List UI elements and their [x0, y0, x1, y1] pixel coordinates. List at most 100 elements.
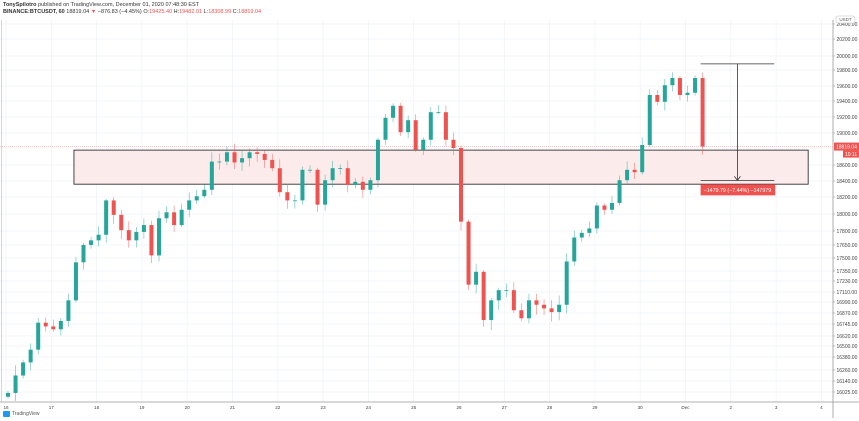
- candle-body: [443, 112, 448, 140]
- candle-body: [700, 78, 705, 147]
- price-tick-label: 16870.00: [837, 311, 858, 317]
- tradingview-logo[interactable]: TradingView: [3, 411, 40, 417]
- candle-body: [89, 240, 94, 245]
- candle-body: [534, 300, 539, 305]
- candle-body: [640, 145, 645, 173]
- candle-body: [36, 322, 41, 350]
- candle-body: [617, 180, 622, 203]
- candle-body: [255, 152, 260, 154]
- candle-body: [81, 245, 86, 263]
- candle-body: [292, 200, 297, 202]
- arrow-down-icon: [734, 176, 741, 182]
- close-label: C:: [232, 9, 239, 15]
- candle-body: [413, 120, 418, 150]
- countdown-text: 10:11: [845, 152, 857, 158]
- candle-body: [466, 221, 471, 285]
- high-label: H:: [173, 9, 180, 15]
- time-tick-label: 23: [321, 405, 327, 410]
- price-tick-label: 18600.00: [837, 163, 858, 169]
- measure-label-bg: [700, 184, 776, 196]
- candle-body: [164, 212, 169, 219]
- candle-body: [428, 112, 433, 140]
- open-label: O:: [143, 9, 150, 15]
- candle-body: [240, 158, 245, 163]
- price-tick-label: 20400.00: [837, 22, 858, 28]
- candle-body: [391, 105, 396, 118]
- price-tick-label: 18400.00: [837, 179, 858, 185]
- candle-body: [685, 92, 690, 95]
- price-tick-label: 16380.00: [837, 355, 858, 361]
- candle-body: [632, 169, 637, 173]
- candle-body: [141, 225, 146, 232]
- time-tick-label: 4: [820, 405, 823, 410]
- tradingview-logo-icon: [3, 411, 10, 417]
- close-value: 18819.04: [238, 9, 262, 15]
- candle-body: [330, 168, 335, 181]
- candle-body: [119, 214, 124, 231]
- publish-info: TonySpilotro published on TradingView.co…: [3, 2, 199, 8]
- candle-body: [489, 300, 494, 321]
- candle-body: [662, 85, 667, 102]
- time-tick-label: 17: [49, 405, 55, 410]
- candle-body: [610, 202, 614, 210]
- time-tick-label: Dec: [681, 405, 690, 410]
- price-tick-label: 17650.00: [837, 243, 858, 249]
- candle-body: [406, 120, 411, 133]
- candle-body: [66, 300, 71, 321]
- candle-body: [579, 232, 584, 238]
- price-tick-label: 17350.00: [837, 269, 858, 275]
- last-price: 18819.04: [66, 9, 90, 15]
- candle-body: [459, 148, 463, 222]
- candle-body: [13, 375, 18, 393]
- candle-body: [474, 271, 479, 285]
- candle-body: [262, 153, 267, 160]
- candle-body: [209, 161, 214, 190]
- price-tick-label: 19000.00: [837, 131, 858, 137]
- time-tick-label: 28: [547, 405, 553, 410]
- price-tick-label: 19400.00: [837, 99, 858, 105]
- candle-body: [247, 152, 252, 159]
- publish-text: published on TradingView.com, December 0…: [38, 2, 200, 8]
- high-value: 19482.01: [179, 9, 203, 15]
- candle-body: [398, 105, 403, 133]
- measure-label: −1479.79 (−7.44%) −147979: [704, 188, 772, 194]
- candle-body: [28, 349, 33, 363]
- candle-body: [149, 225, 154, 256]
- last-price-tag: [834, 142, 859, 151]
- currency-badge: [835, 15, 856, 24]
- logo-text: TradingView: [12, 411, 40, 417]
- candle-body: [172, 212, 177, 226]
- candle-body: [323, 180, 328, 205]
- candle-body: [270, 159, 275, 169]
- support-resistance-zone: [73, 149, 809, 185]
- price-tick-label: 17110.00: [837, 290, 858, 296]
- last-price-tag-text: 18819.04: [836, 144, 857, 150]
- candle-body: [677, 78, 682, 95]
- price-tick-label: 16025.00: [837, 390, 858, 396]
- candle-body: [383, 117, 388, 140]
- candle-body: [519, 310, 524, 319]
- candle-body: [360, 181, 365, 190]
- candle-body: [693, 78, 698, 93]
- candle-body: [96, 234, 101, 241]
- price-tick-label: 18200.00: [837, 195, 858, 201]
- candle-body: [647, 95, 652, 145]
- time-tick-label: 16: [3, 405, 9, 410]
- candle-body: [375, 139, 380, 181]
- symbol-name[interactable]: BINANCE:BTCUSDT, 60: [3, 9, 65, 15]
- time-tick-label: 20: [185, 405, 191, 410]
- candle-body: [602, 205, 607, 210]
- candle-body: [43, 322, 48, 327]
- time-tick-label: 2: [730, 405, 733, 410]
- candle-body: [73, 262, 78, 301]
- candle-body: [134, 231, 139, 241]
- candle-body: [436, 112, 441, 113]
- author-name[interactable]: TonySpilotro: [3, 2, 37, 8]
- candle-body: [338, 168, 343, 169]
- candle-body: [526, 300, 531, 319]
- candle-body: [625, 169, 630, 181]
- candle-body: [224, 152, 229, 162]
- candle-body: [187, 200, 192, 210]
- symbol-legend: BINANCE:BTCUSDT, 60 18819.04 ▼ −876.83 (…: [3, 9, 261, 15]
